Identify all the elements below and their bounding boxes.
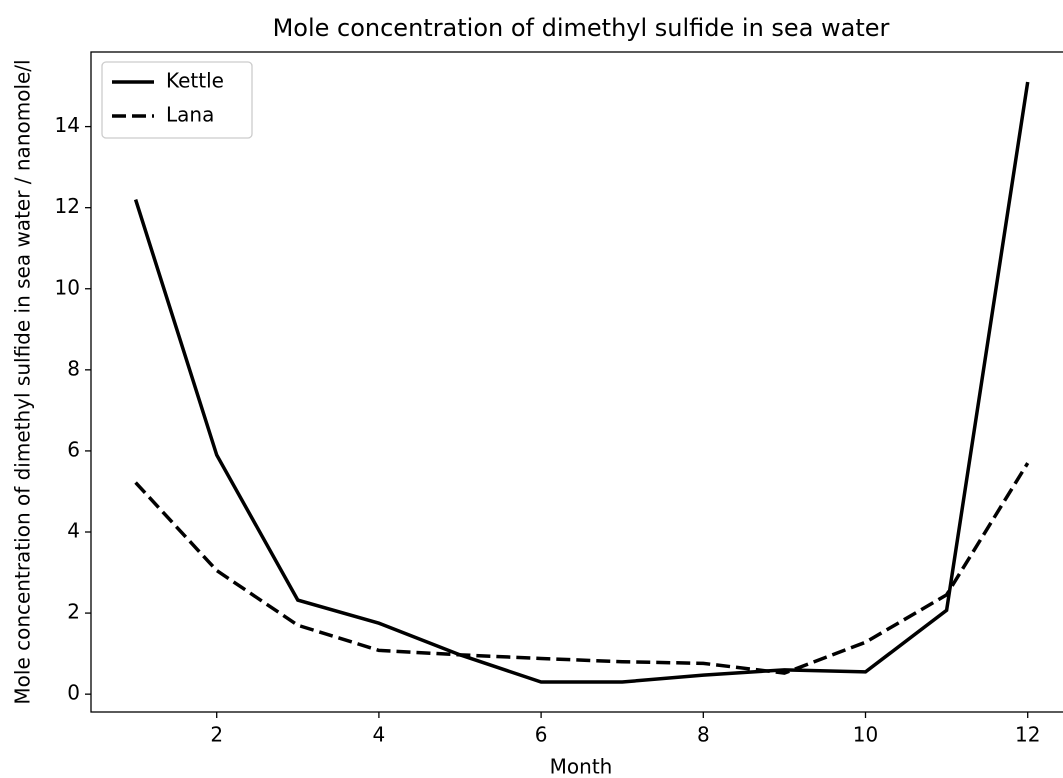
y-tick-label: 12 — [55, 194, 80, 218]
x-tick-label: 6 — [535, 723, 548, 747]
y-tick-label: 6 — [67, 437, 80, 461]
y-tick-label: 8 — [67, 356, 80, 380]
line-series — [134, 462, 1030, 675]
x-tick-label: 2 — [210, 723, 223, 747]
legend-label: Lana — [166, 103, 214, 127]
x-tick-label: 4 — [373, 723, 386, 747]
y-tick-label: 2 — [67, 600, 80, 624]
y-tick-label: 10 — [55, 275, 80, 299]
legend-label: Kettle — [166, 69, 224, 93]
x-axis-label: Month — [550, 755, 613, 778]
y-axis-label: Mole concentration of dimethyl sulfide i… — [11, 59, 35, 704]
line-series — [133, 81, 1030, 684]
chart-title: Mole concentration of dimethyl sulfide i… — [273, 14, 890, 42]
y-tick-label: 14 — [55, 113, 80, 137]
x-tick-label: 12 — [1015, 723, 1040, 747]
y-tick-label: 0 — [67, 681, 80, 705]
plot-frame — [90, 51, 1063, 713]
y-tick-label: 4 — [67, 519, 80, 543]
x-tick-label: 8 — [697, 723, 710, 747]
x-tick-label: 10 — [853, 723, 878, 747]
